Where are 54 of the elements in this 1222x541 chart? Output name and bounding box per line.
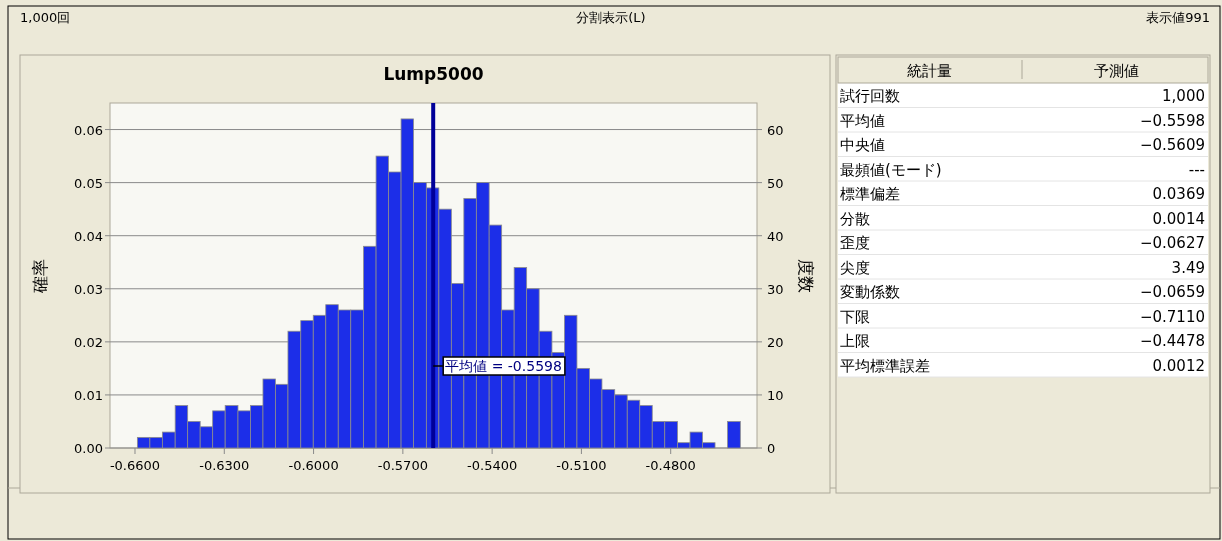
text: 0.0012 [1152,356,1205,375]
text: --- [1188,160,1205,179]
text: 0.0369 [1152,185,1205,203]
text: −0.7110 [1139,307,1205,326]
text: −0.5598 [1139,111,1205,130]
x-tick-label: -0.4800 [645,458,696,473]
x-tick-label: -0.6600 [109,458,161,473]
category-label: 最頻値(モード) [840,160,942,179]
x-tick-label: -0.5700 [377,458,428,473]
y-tick-label: 0.06 [74,122,103,138]
text: −0.0627 [1139,234,1205,252]
y-tick-label: 0.03 [74,281,103,297]
y-axis-title: 確率 [30,258,50,294]
y2-tick-label: 30 [767,281,784,297]
text: −0.0659 [1139,283,1205,301]
text: −0.4478 [1139,332,1205,350]
category-label: 分散 [840,209,870,228]
category-label: 下限 [840,307,870,326]
y2-axis-title: 度数 [796,258,816,293]
category-label: 尖度 [840,258,870,277]
text: 1,000回 [20,10,71,25]
y-tick-label: 0.04 [74,228,103,244]
text: 表示値991 [1146,10,1210,25]
category-label: 変動係数 [840,283,900,301]
text: 3.49 [1171,258,1205,277]
x-tick-label: -0.5400 [467,458,518,473]
category-label: 中央値 [840,136,885,154]
category-label: 歪度 [840,234,870,252]
chart-title: Lump5000 [383,64,484,84]
category-label: 試行回数 [840,87,900,105]
text: −0.5609 [1139,136,1205,154]
x-tick-label: -0.5100 [556,458,607,473]
text: 分割表示(L) [576,10,646,25]
text: 0.0014 [1152,209,1205,228]
x-tick-label: -0.6000 [288,458,339,473]
text: 統計量 [906,62,952,80]
y-tick-label: 0.02 [74,334,103,350]
category-label: 平均値 [840,111,885,130]
y-tick-label: 0.01 [74,387,103,403]
category-label: 平均標準誤差 [840,356,930,375]
y2-tick-label: 50 [767,175,784,191]
y2-tick-label: 40 [767,228,784,244]
y2-tick-label: 10 [767,387,784,403]
y-tick-label: 0.05 [74,175,103,191]
y-tick-label: 0.00 [74,441,103,456]
y2-tick-label: 20 [767,334,784,350]
ref-line-label: 平均値 = -0.5598 [445,358,562,374]
y2-tick-label: 60 [767,122,784,138]
text: 1,000 [1162,87,1205,105]
y2-tick-label: 0 [767,441,776,456]
x-tick-label: -0.6300 [199,458,250,473]
category-label: 上限 [840,332,870,350]
text: 予測値 [1093,62,1139,80]
category-label: 標準偏差 [840,185,900,203]
